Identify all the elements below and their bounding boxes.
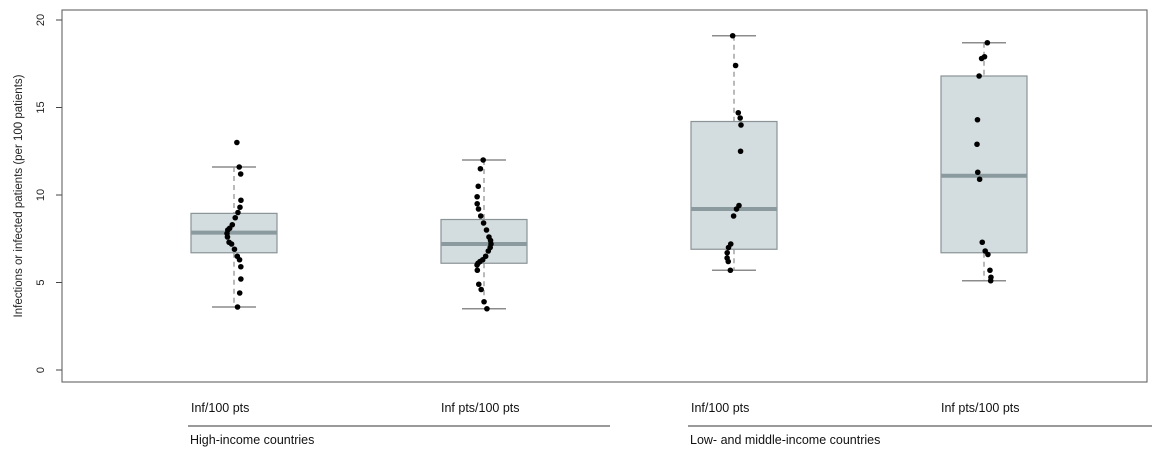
data-point bbox=[228, 241, 235, 247]
y-axis-label: Infections or infected patients (per 100… bbox=[13, 74, 25, 317]
data-point bbox=[474, 200, 480, 207]
iqr-box bbox=[690, 120, 778, 250]
data-point bbox=[477, 165, 484, 172]
data-point bbox=[725, 258, 732, 265]
data-point bbox=[231, 246, 238, 253]
data-point bbox=[237, 171, 244, 177]
data-point bbox=[737, 115, 743, 121]
data-point bbox=[974, 169, 981, 176]
group-labels: High-income countries Low- and middle-inc… bbox=[188, 425, 1152, 447]
x-category-labels: Inf/100 pts Inf pts/100 pts Inf/100 pts Inf… bbox=[191, 401, 1020, 415]
data-point bbox=[737, 148, 744, 155]
data-point bbox=[484, 305, 490, 312]
data-point bbox=[477, 213, 484, 219]
data-point bbox=[725, 244, 732, 251]
data-point bbox=[232, 214, 239, 221]
data-point bbox=[224, 234, 231, 240]
y-tick-label-0: 0 bbox=[35, 367, 47, 373]
data-point bbox=[730, 213, 737, 219]
data-point bbox=[733, 206, 740, 212]
y-tick-label-3: 15 bbox=[35, 101, 47, 113]
data-point bbox=[485, 248, 492, 254]
data-point bbox=[483, 227, 490, 233]
x-category-label-1: Inf/100 pts bbox=[191, 401, 249, 415]
data-point bbox=[976, 73, 982, 79]
x-category-label-4: Inf pts/100 pts bbox=[941, 401, 1020, 415]
x-category-label-3: Inf/100 pts bbox=[691, 401, 749, 415]
data-point bbox=[237, 204, 243, 211]
data-point bbox=[480, 220, 487, 226]
data-point bbox=[235, 209, 241, 216]
data-point bbox=[974, 116, 981, 123]
y-axis: 0 5 10 15 20 bbox=[35, 14, 63, 373]
plot-frame bbox=[61, 9, 1148, 383]
data-point bbox=[475, 206, 482, 212]
data-point bbox=[236, 164, 243, 170]
data-point bbox=[729, 32, 736, 39]
data-point bbox=[478, 286, 484, 293]
data-point bbox=[238, 276, 244, 282]
data-point bbox=[474, 267, 481, 274]
boxes bbox=[190, 35, 1028, 310]
data-point bbox=[474, 193, 480, 200]
y-tick-label-2: 10 bbox=[35, 189, 47, 201]
data-point bbox=[236, 256, 243, 263]
data-point bbox=[985, 251, 991, 258]
data-point bbox=[480, 157, 486, 163]
y-tick-label-1: 5 bbox=[35, 279, 47, 285]
box-4 bbox=[940, 42, 1028, 282]
data-point bbox=[727, 267, 734, 274]
box-3 bbox=[690, 35, 778, 271]
box-2 bbox=[440, 159, 528, 310]
data-point bbox=[475, 183, 482, 190]
data-point bbox=[732, 62, 739, 69]
group-label-1: High-income countries bbox=[190, 433, 314, 447]
iqr-box bbox=[940, 75, 1028, 254]
data-point bbox=[236, 290, 243, 296]
data-point bbox=[738, 122, 744, 128]
data-points bbox=[224, 32, 994, 312]
data-point bbox=[978, 55, 985, 62]
group-label-2: Low- and middle-income countries bbox=[690, 433, 880, 447]
data-point bbox=[475, 281, 482, 288]
data-point bbox=[238, 263, 244, 270]
data-point bbox=[984, 39, 991, 46]
y-tick-label-4: 20 bbox=[35, 14, 47, 26]
data-point bbox=[234, 304, 241, 310]
data-point bbox=[987, 277, 994, 284]
data-point bbox=[976, 176, 983, 183]
box-1 bbox=[190, 166, 278, 308]
data-point bbox=[735, 109, 742, 116]
data-point bbox=[234, 139, 240, 146]
data-point bbox=[724, 249, 731, 256]
x-category-label-2: Inf pts/100 pts bbox=[441, 401, 520, 415]
data-point bbox=[974, 141, 980, 148]
data-point bbox=[474, 262, 480, 268]
data-point bbox=[987, 267, 993, 274]
data-point bbox=[481, 298, 487, 305]
data-point bbox=[238, 197, 244, 204]
data-point bbox=[979, 239, 986, 246]
